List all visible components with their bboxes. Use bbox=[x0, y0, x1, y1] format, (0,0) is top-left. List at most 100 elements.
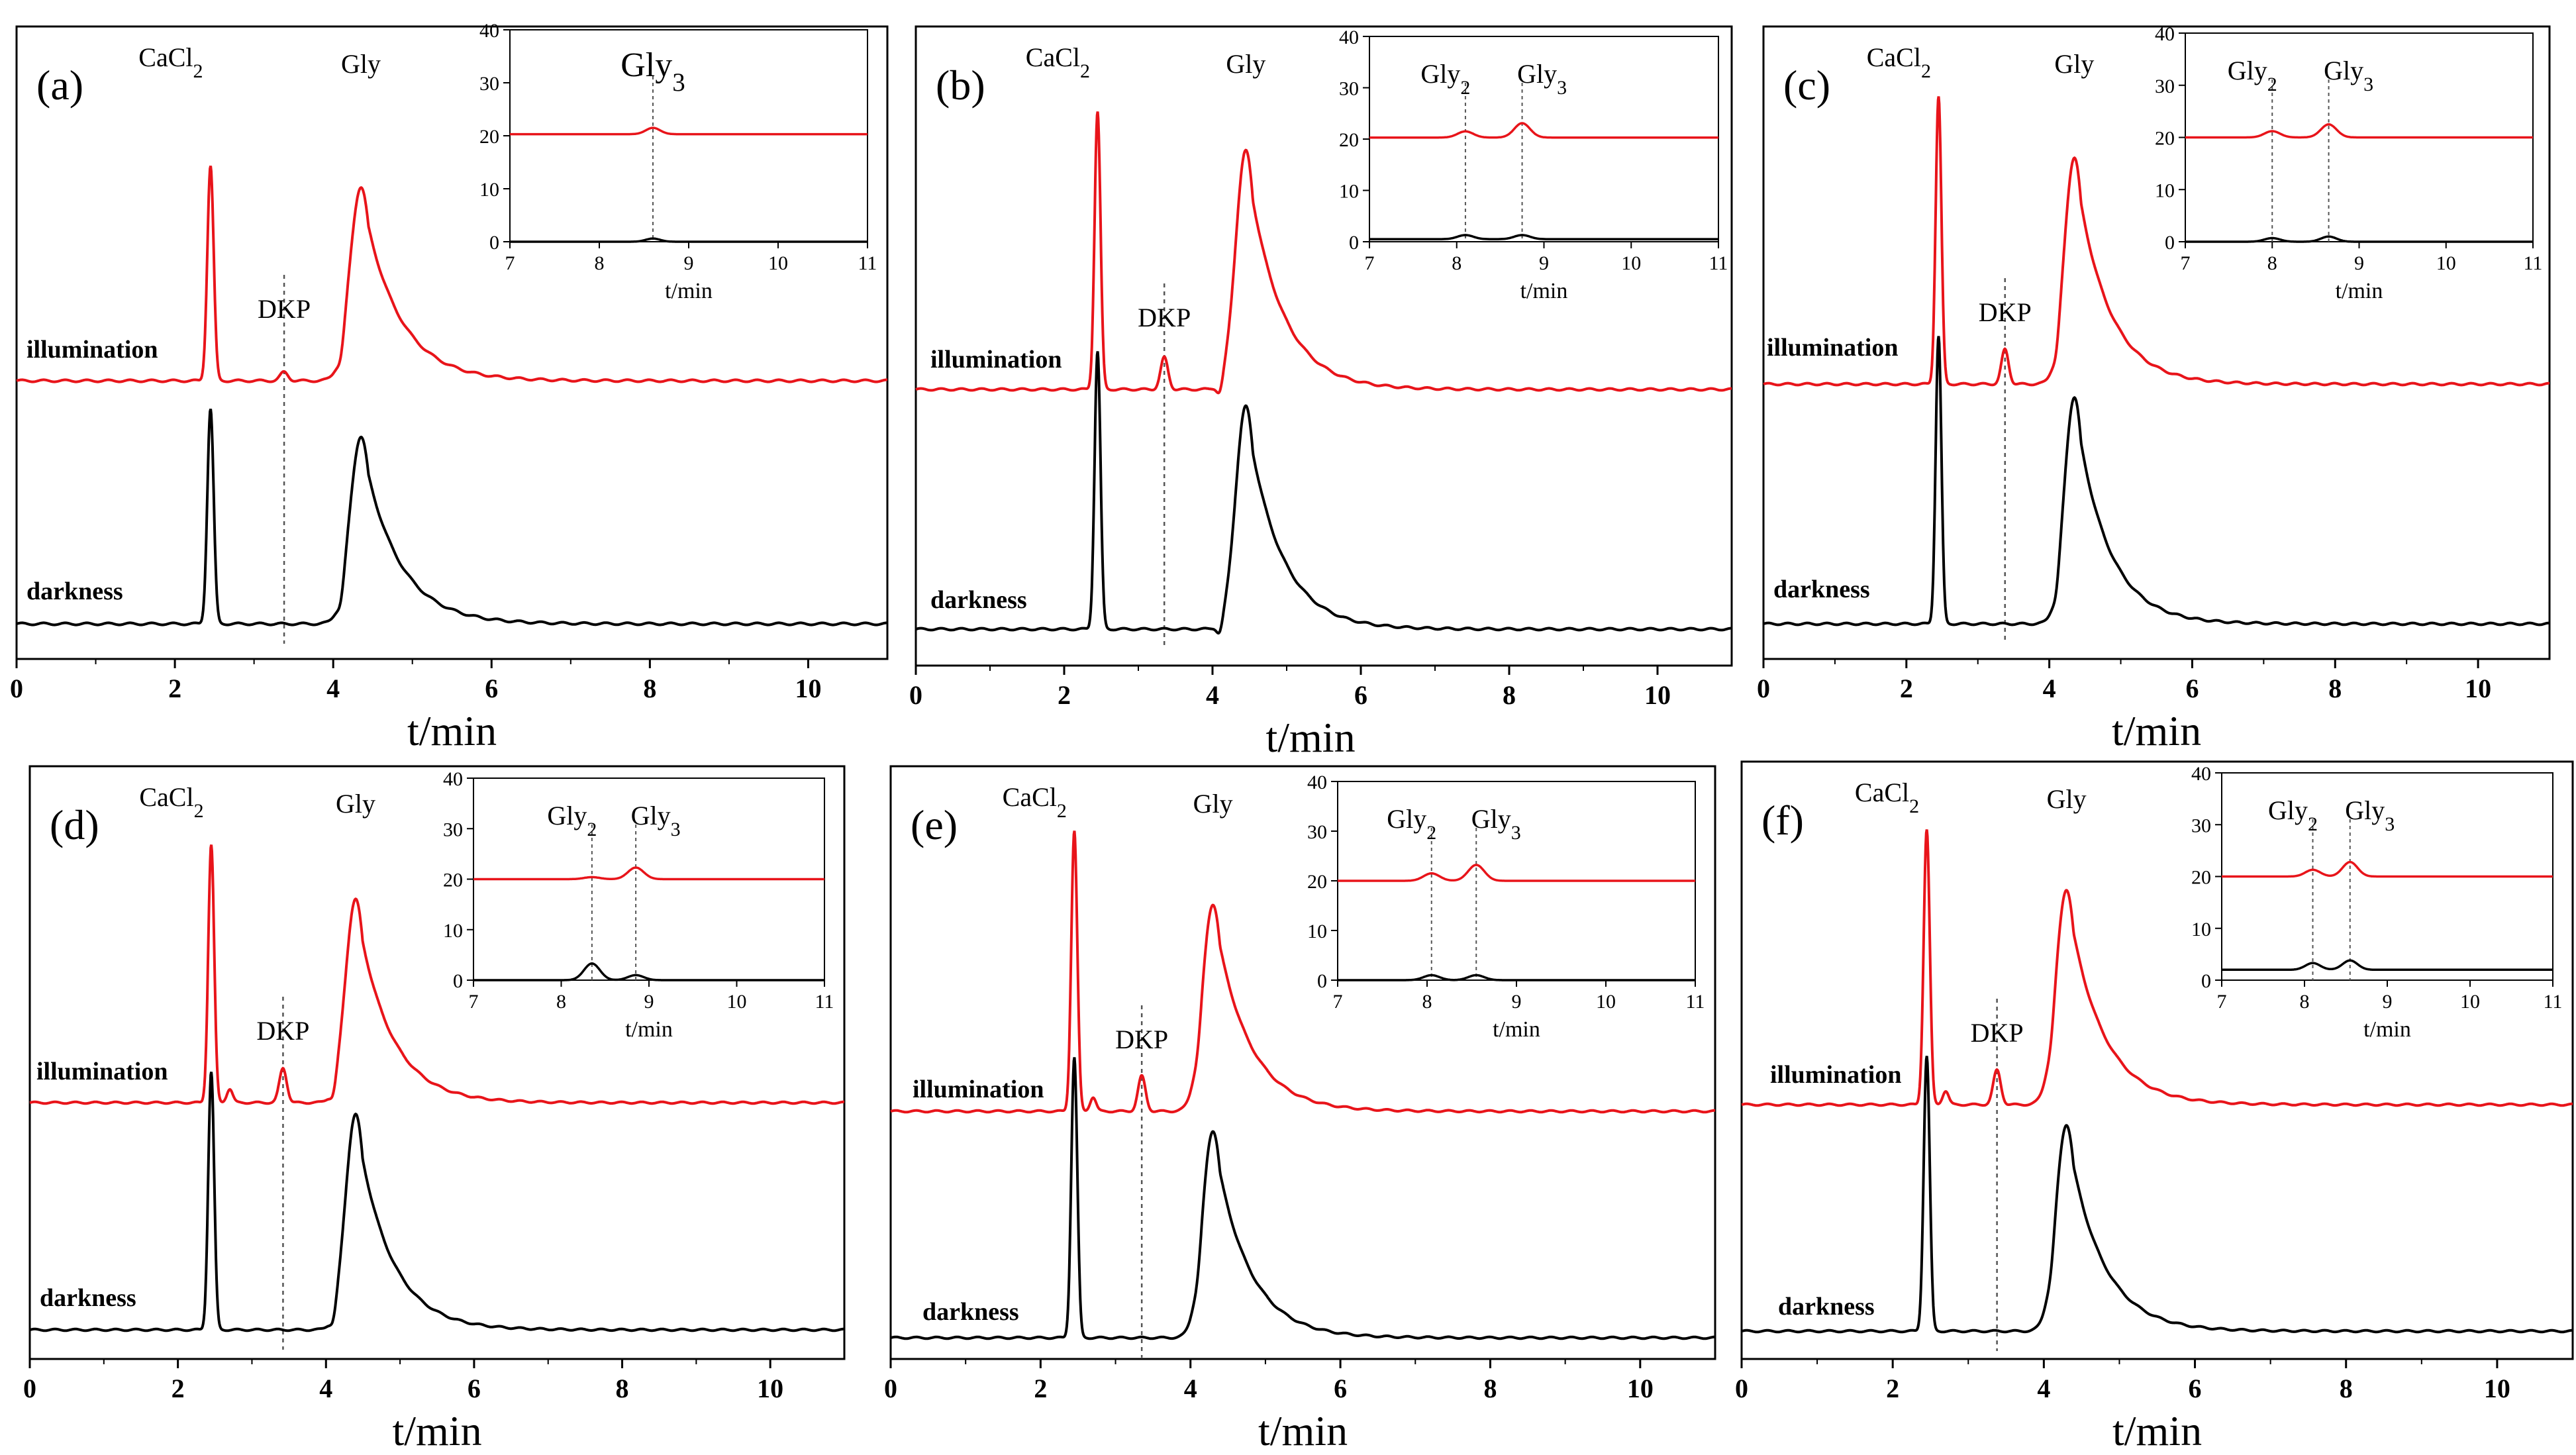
trace-illumination bbox=[1741, 829, 2573, 1107]
x-tick-label: 2 bbox=[168, 674, 181, 703]
inset-y-tick-label: 40 bbox=[1307, 772, 1327, 793]
x-tick-label: 4 bbox=[1184, 1374, 1197, 1403]
inset-y-tick-label: 30 bbox=[2155, 75, 2175, 97]
peak-label-cacl: CaCl2 bbox=[139, 782, 203, 822]
inset-y-tick-label: 30 bbox=[443, 819, 463, 840]
illumination-label: illumination bbox=[1770, 1061, 1902, 1089]
inset-y-tick-label: 10 bbox=[479, 179, 499, 201]
inset-y-tick-label: 0 bbox=[2165, 232, 2175, 254]
trace-illumination bbox=[890, 830, 1715, 1114]
peak-label-gly: Gly bbox=[341, 49, 381, 79]
inset-y-tick-label: 20 bbox=[2155, 128, 2175, 150]
inset-x-tick-label: 11 bbox=[2544, 991, 2563, 1013]
panel-label: (b) bbox=[936, 62, 985, 109]
inset-y-tick-label: 20 bbox=[2191, 867, 2211, 889]
panel-label: (f) bbox=[1761, 797, 1804, 844]
inset-x-axis-label: t/min bbox=[665, 279, 713, 303]
illumination-label: illumination bbox=[913, 1076, 1044, 1103]
inset-x-tick-label: 8 bbox=[2267, 252, 2277, 274]
x-tick-label: 0 bbox=[1757, 674, 1770, 703]
inset-trace-illumination bbox=[2222, 860, 2553, 878]
inset-y-tick-label: 0 bbox=[453, 970, 463, 992]
inset-x-tick-label: 8 bbox=[1422, 991, 1432, 1013]
x-tick-label: 4 bbox=[2037, 1374, 2050, 1403]
x-tick-label: 10 bbox=[1644, 680, 1671, 710]
inset-y-tick-label: 40 bbox=[1339, 26, 1359, 48]
peak-label-cacl: CaCl2 bbox=[1003, 782, 1067, 822]
inset-x-tick-label: 11 bbox=[1709, 252, 1728, 274]
x-tick-label: 2 bbox=[1058, 680, 1071, 710]
inset-y-tick-label: 30 bbox=[1307, 821, 1327, 843]
inset-y-tick-label: 30 bbox=[2191, 815, 2211, 836]
inset-x-tick-label: 7 bbox=[2181, 252, 2191, 274]
x-tick-label: 6 bbox=[1334, 1374, 1347, 1403]
plot-frame bbox=[915, 25, 1733, 667]
inset-trace-darkness bbox=[2185, 235, 2533, 243]
x-tick-label: 2 bbox=[1034, 1374, 1047, 1403]
inset-y-tick-label: 0 bbox=[1349, 232, 1359, 254]
inset-x-tick-label: 10 bbox=[1621, 252, 1641, 274]
inset-x-tick-label: 11 bbox=[858, 252, 877, 274]
trace-darkness bbox=[1763, 336, 2550, 627]
trace-illumination bbox=[1763, 96, 2550, 387]
x-tick-label: 2 bbox=[172, 1374, 185, 1403]
trace-illumination bbox=[915, 111, 1732, 395]
inset-x-tick-label: 8 bbox=[595, 252, 605, 274]
trace-darkness bbox=[16, 409, 887, 627]
peak-label-dkp: DKP bbox=[1115, 1025, 1168, 1054]
inset-x-tick-label: 9 bbox=[2354, 252, 2364, 274]
inset-x-tick-label: 9 bbox=[1512, 991, 1522, 1013]
inset-x-tick-label: 9 bbox=[644, 991, 654, 1013]
darkness-label: darkness bbox=[922, 1298, 1019, 1326]
peak-label-dkp: DKP bbox=[1138, 303, 1191, 332]
inset-x-axis-label: t/min bbox=[1520, 279, 1568, 303]
inset-trace-darkness bbox=[2222, 959, 2553, 972]
trace-darkness bbox=[915, 351, 1732, 635]
peak-label-dkp: DKP bbox=[256, 1016, 309, 1046]
inset-trace-illumination bbox=[1369, 122, 1718, 139]
inset-y-tick-label: 10 bbox=[1339, 181, 1359, 203]
inset-y-tick-label: 0 bbox=[2201, 970, 2211, 992]
x-tick-label: 6 bbox=[2185, 674, 2199, 703]
x-tick-label: 6 bbox=[1354, 680, 1367, 710]
inset-y-tick-label: 30 bbox=[1339, 78, 1359, 100]
x-axis-label: t/min bbox=[392, 1407, 481, 1454]
illumination-label: illumination bbox=[930, 346, 1062, 374]
darkness-label: darkness bbox=[1773, 576, 1870, 603]
x-axis-label: t/min bbox=[1258, 1407, 1348, 1454]
inset-x-tick-label: 7 bbox=[1365, 252, 1375, 274]
inset-y-tick-label: 20 bbox=[479, 126, 499, 148]
inset-x-axis-label: t/min bbox=[625, 1017, 673, 1042]
x-tick-label: 0 bbox=[10, 674, 23, 703]
peak-label-dkp: DKP bbox=[1971, 1018, 2024, 1048]
plot-frame bbox=[15, 25, 889, 660]
inset-x-tick-label: 11 bbox=[815, 991, 834, 1013]
inset-x-tick-label: 9 bbox=[684, 252, 694, 274]
x-tick-label: 2 bbox=[1900, 674, 1913, 703]
x-tick-label: 10 bbox=[795, 674, 821, 703]
inset-x-tick-label: 10 bbox=[2460, 991, 2480, 1013]
darkness-label: darkness bbox=[26, 577, 123, 605]
x-tick-label: 0 bbox=[884, 1374, 897, 1403]
peak-label-gly: Gly bbox=[336, 789, 375, 819]
inset-x-tick-label: 9 bbox=[1539, 252, 1549, 274]
x-tick-label: 8 bbox=[643, 674, 656, 703]
inset-x-tick-label: 10 bbox=[1596, 991, 1616, 1013]
inset-x-tick-label: 11 bbox=[2524, 252, 2543, 274]
inset-x-axis-label: t/min bbox=[2336, 279, 2383, 303]
plot-frame bbox=[28, 765, 846, 1360]
panel-d: 0 2 4 6 8 10 t/min (d) illumination darkness CaCl2… bbox=[23, 765, 846, 1454]
inset-x-tick-label: 11 bbox=[1686, 991, 1705, 1013]
inset-x-tick-label: 7 bbox=[2217, 991, 2227, 1013]
inset-trace-darkness bbox=[473, 962, 824, 981]
peak-label-cacl: CaCl2 bbox=[138, 42, 203, 82]
panel-a: 0 2 4 6 8 10 t/min (a) illumination darkness CaCl2… bbox=[10, 20, 889, 754]
inset-x-tick-label: 7 bbox=[505, 252, 515, 274]
illumination-label: illumination bbox=[1767, 334, 1899, 362]
inset-y-tick-label: 10 bbox=[2191, 919, 2211, 940]
inset-x-tick-label: 7 bbox=[469, 991, 479, 1013]
inset-trace-darkness bbox=[510, 237, 867, 243]
